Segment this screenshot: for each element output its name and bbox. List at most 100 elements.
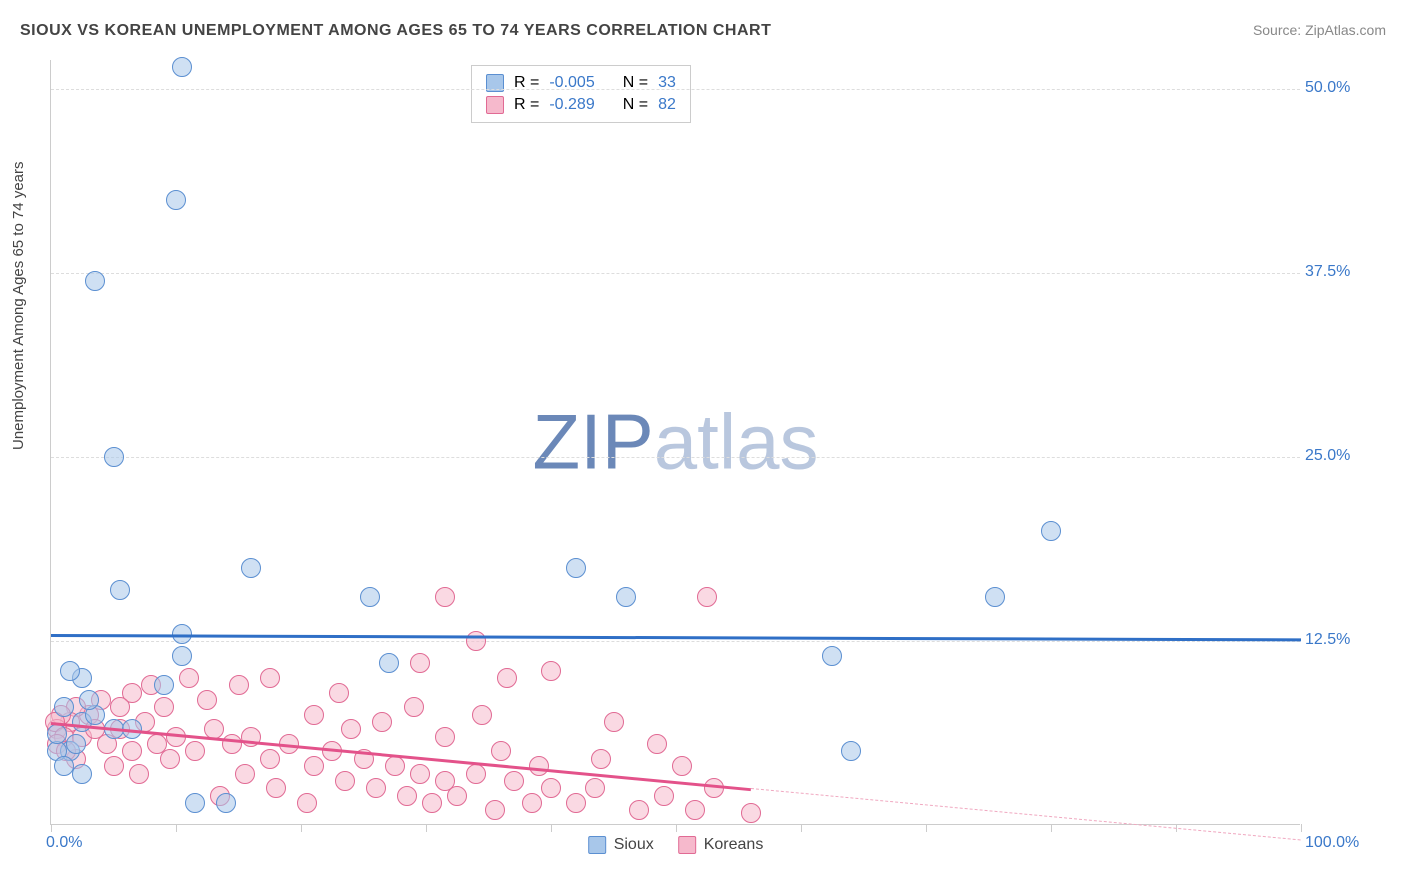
koreans-point (541, 661, 561, 681)
y-tick-label: 25.0% (1305, 447, 1395, 465)
koreans-point (260, 749, 280, 769)
x-tick (551, 824, 552, 832)
x-tick (1051, 824, 1052, 832)
sioux-point (841, 741, 861, 761)
koreans-point (304, 756, 324, 776)
koreans-point (647, 734, 667, 754)
sioux-point (216, 793, 236, 813)
koreans-point (435, 727, 455, 747)
koreans-point (466, 764, 486, 784)
koreans-point (160, 749, 180, 769)
sioux-point (379, 653, 399, 673)
sioux-point (110, 580, 130, 600)
sioux-point (185, 793, 205, 813)
x-tick (676, 824, 677, 832)
x-tick-label: 100.0% (1305, 834, 1400, 852)
koreans-point (504, 771, 524, 791)
gridline (51, 89, 1300, 90)
sioux-point (172, 646, 192, 666)
koreans-point (491, 741, 511, 761)
chart-title: SIOUX VS KOREAN UNEMPLOYMENT AMONG AGES … (20, 22, 771, 40)
x-tick (1301, 824, 1302, 832)
sioux-point (360, 587, 380, 607)
x-tick (801, 824, 802, 832)
koreans-point (229, 675, 249, 695)
plot-area: ZIPatlas R = -0.005 N = 33 R = -0.289 N … (50, 60, 1300, 825)
koreans-point (704, 778, 724, 798)
koreans-point (222, 734, 242, 754)
koreans-point (404, 697, 424, 717)
sioux-point (616, 587, 636, 607)
sioux-point (241, 558, 261, 578)
koreans-point (110, 697, 130, 717)
koreans-point (604, 712, 624, 732)
koreans-point (235, 764, 255, 784)
koreans-point (397, 786, 417, 806)
sioux-point (985, 587, 1005, 607)
legend-item: Koreans (678, 836, 764, 854)
sioux-point (822, 646, 842, 666)
koreans-point (372, 712, 392, 732)
x-tick (426, 824, 427, 832)
x-tick (301, 824, 302, 832)
koreans-point (541, 778, 561, 798)
chart-container: SIOUX VS KOREAN UNEMPLOYMENT AMONG AGES … (0, 0, 1406, 892)
watermark-part2: atlas (654, 398, 819, 486)
koreans-point (497, 668, 517, 688)
koreans-point (197, 690, 217, 710)
n-label: N = (623, 96, 648, 114)
r-label: R = (514, 96, 539, 114)
legend-stats-row: R = -0.289 N = 82 (486, 94, 676, 116)
koreans-point (529, 756, 549, 776)
koreans-point (522, 793, 542, 813)
sioux-point (172, 57, 192, 77)
koreans-point (329, 683, 349, 703)
koreans-point (341, 719, 361, 739)
koreans-point (410, 653, 430, 673)
koreans-point (685, 800, 705, 820)
x-tick-label: 0.0% (46, 834, 82, 852)
x-tick (926, 824, 927, 832)
x-tick (176, 824, 177, 832)
koreans-point (629, 800, 649, 820)
sioux-point (566, 558, 586, 578)
koreans-point (304, 705, 324, 725)
koreans-point (297, 793, 317, 813)
koreans-point (154, 697, 174, 717)
y-tick-label: 12.5% (1305, 631, 1395, 649)
koreans-point (566, 793, 586, 813)
koreans-point (385, 756, 405, 776)
n-value: 82 (658, 96, 676, 114)
source-label: Source: ZipAtlas.com (1253, 22, 1386, 38)
legend-stats-row: R = -0.005 N = 33 (486, 72, 676, 94)
watermark: ZIPatlas (532, 397, 818, 488)
sioux-point (47, 724, 67, 744)
sioux-point (66, 734, 86, 754)
koreans-point (260, 668, 280, 688)
sioux-point (104, 447, 124, 467)
sioux-point (60, 661, 80, 681)
swatch-icon (588, 836, 606, 854)
sioux-point (54, 756, 74, 776)
koreans-trendline (51, 722, 751, 791)
sioux-point (79, 690, 99, 710)
koreans-point (741, 803, 761, 823)
x-tick (51, 824, 52, 832)
koreans-point (335, 771, 355, 791)
koreans-point (447, 786, 467, 806)
koreans-point (104, 756, 124, 776)
koreans-point (472, 705, 492, 725)
koreans-point (672, 756, 692, 776)
legend-item: Sioux (588, 836, 654, 854)
koreans-point (466, 631, 486, 651)
sioux-point (154, 675, 174, 695)
y-axis-label: Unemployment Among Ages 65 to 74 years (10, 161, 27, 450)
legend-label: Koreans (704, 836, 764, 854)
legend-stats: R = -0.005 N = 33 R = -0.289 N = 82 (471, 65, 691, 123)
koreans-point (410, 764, 430, 784)
koreans-point (185, 741, 205, 761)
sioux-point (166, 190, 186, 210)
koreans-point (591, 749, 611, 769)
sioux-point (1041, 521, 1061, 541)
gridline (51, 641, 1300, 642)
